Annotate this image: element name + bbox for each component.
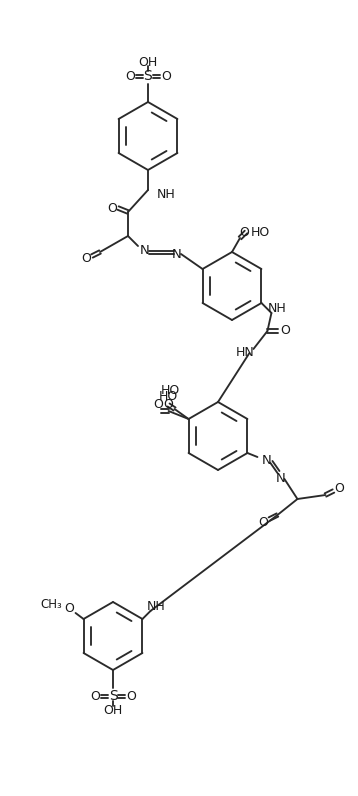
Text: N: N	[140, 244, 150, 256]
Text: O: O	[154, 399, 164, 412]
Text: O: O	[239, 225, 249, 239]
Text: O: O	[64, 603, 74, 615]
Text: NH: NH	[147, 600, 166, 614]
Text: OH: OH	[103, 704, 123, 716]
Text: O: O	[81, 252, 91, 264]
Text: O: O	[258, 517, 268, 529]
Text: O: O	[334, 482, 344, 495]
Text: O: O	[125, 69, 135, 83]
Text: O: O	[126, 689, 136, 703]
Text: O: O	[107, 201, 117, 214]
Text: O: O	[281, 325, 290, 338]
Text: S: S	[108, 689, 117, 703]
Text: HO: HO	[159, 391, 178, 404]
Text: N: N	[172, 248, 182, 260]
Text: HO: HO	[250, 225, 270, 239]
Text: O: O	[90, 689, 100, 703]
Text: N: N	[262, 455, 271, 467]
Text: NH: NH	[157, 188, 176, 201]
Text: CH₃: CH₃	[41, 599, 62, 611]
Text: O: O	[164, 399, 174, 412]
Text: OH: OH	[139, 56, 158, 68]
Text: O: O	[161, 69, 171, 83]
Text: HN: HN	[236, 346, 255, 360]
Text: NH: NH	[268, 302, 287, 315]
Text: HO: HO	[161, 384, 180, 397]
Text: N: N	[276, 473, 285, 486]
Text: S: S	[144, 69, 153, 83]
